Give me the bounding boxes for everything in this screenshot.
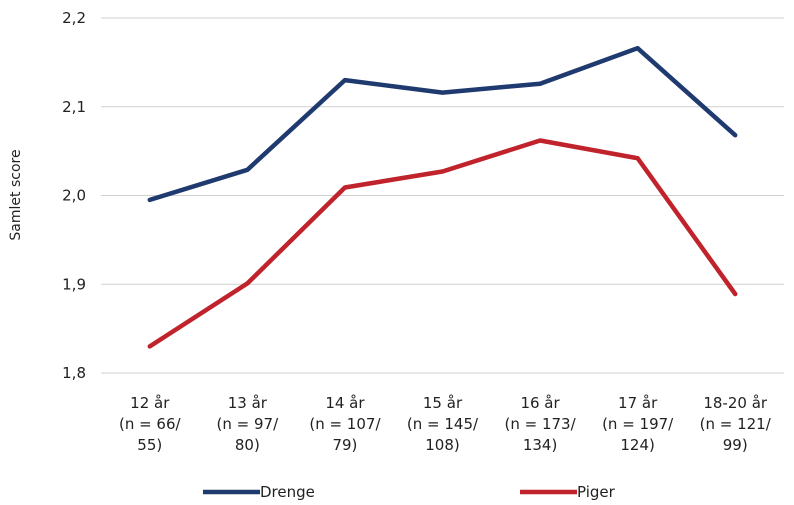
- legend-label-drenge: Drenge: [260, 483, 315, 501]
- x-tick-label: 16 år (n = 173/134): [504, 394, 576, 454]
- y-tick-label: 2,0: [62, 187, 86, 205]
- y-tick-label: 1,9: [62, 275, 86, 293]
- y-tick-label: 2,2: [62, 9, 86, 27]
- x-tick-label: 13 år (n = 97/80): [217, 394, 280, 454]
- x-tick-label: 17 år (n = 197/124): [602, 394, 674, 454]
- series-lines: [147, 45, 738, 349]
- y-tick-label: 1,8: [62, 364, 86, 382]
- x-tick-label: 15 år (n = 145/108): [407, 394, 479, 454]
- x-tick-label: 12 år (n = 66/55): [119, 394, 182, 454]
- legend: Drenge Piger: [203, 483, 616, 501]
- y-axis-ticks: 1,8 1,9 2,0 2,1 2,2: [62, 9, 86, 382]
- x-tick-label: 18-20 år (n = 121/99): [700, 394, 772, 454]
- x-tick-label: 14 år (n = 107/79): [309, 394, 381, 454]
- series-line-piger: [147, 138, 738, 349]
- y-axis-title: Samlet score: [8, 149, 24, 240]
- y-tick-label: 2,1: [62, 98, 86, 116]
- gridlines: [101, 17, 784, 374]
- x-axis-ticks: 12 år (n = 66/55) 13 år (n = 97/80) 14 år (n …: [119, 394, 772, 454]
- series-line-drenge: [147, 45, 738, 203]
- legend-label-piger: Piger: [577, 483, 616, 501]
